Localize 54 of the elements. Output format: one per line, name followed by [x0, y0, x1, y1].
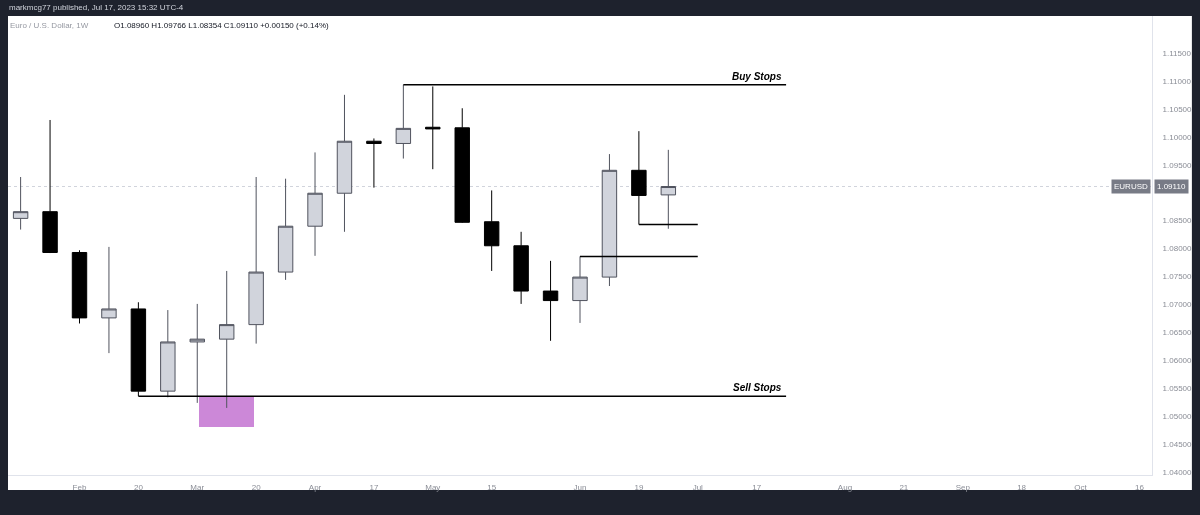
y-tick-label: 1.04500	[1162, 440, 1193, 450]
y-tick-label: 1.06500	[1162, 328, 1193, 338]
candlestick	[42, 119, 58, 254]
candlestick	[160, 309, 176, 398]
x-tick-label: Sep	[955, 482, 971, 492]
x-tick-label: 19	[634, 482, 644, 492]
candlestick	[395, 84, 412, 160]
x-tick-label: 18	[1017, 482, 1027, 492]
annotation: 1.09110	[1157, 182, 1186, 191]
candlestick	[101, 246, 117, 354]
x-tick-label: 17	[369, 482, 379, 492]
y-tick-label: 1.04000	[1162, 468, 1193, 477]
candlestick	[572, 255, 588, 324]
y-tick-label: 1.05500	[1162, 384, 1193, 394]
x-tick-label: May	[425, 482, 441, 492]
x-tick-label: 16	[1134, 482, 1145, 492]
y-tick-label: 1.05000	[1162, 412, 1193, 422]
x-tick-label: 20	[133, 482, 144, 492]
x-tick-label: Apr	[308, 482, 322, 492]
y-tick-label: 1.07500	[1162, 272, 1193, 282]
x-tick-label: 20	[251, 482, 262, 492]
text: O1.08960 H1.09766 L1.08354 C1.09110 +0.00150 (+0.14%)	[114, 21, 330, 30]
y-tick-label: 1.10500	[1162, 104, 1193, 114]
series-label: Sell Stops	[733, 382, 782, 393]
candlestick	[513, 231, 529, 305]
y-tick-label: 1.08500	[1162, 216, 1193, 226]
x-tick-label: Oct	[1074, 482, 1088, 492]
candlestick	[454, 107, 470, 224]
y-tick-label: 1.06000	[1162, 356, 1193, 366]
candlestick	[601, 153, 618, 287]
candlestick	[542, 260, 559, 342]
candlestick	[218, 270, 235, 409]
series-label: Buy Stops	[732, 71, 782, 82]
y-tick-label: 1.11000	[1162, 76, 1192, 86]
y-tick-label: 1.09500	[1162, 160, 1193, 170]
x-tick-label: 15	[487, 482, 497, 492]
x-tick-label: Jun	[573, 482, 587, 492]
text: Euro / U.S. Dollar, 1W	[10, 20, 89, 30]
x-tick-label: Feb	[72, 482, 87, 492]
candlestick	[483, 189, 500, 272]
candlestick	[366, 137, 382, 189]
y-tick-label: 1.07000	[1162, 300, 1193, 310]
candlestick	[189, 303, 205, 404]
x-tick-label: Jul	[692, 482, 704, 492]
x-tick-label: Aug	[837, 482, 853, 492]
candlestick	[71, 249, 88, 324]
ref-line-label: EURUSD	[1114, 182, 1148, 191]
y-tick-label: 1.08000	[1162, 244, 1193, 254]
y-tick-label: 1.11500	[1162, 48, 1192, 58]
y-tick-label: 1.10000	[1162, 132, 1193, 142]
x-tick-label: Mar	[190, 482, 205, 492]
text: markmcg77 published, Jul 17, 2023 15:32 UTC-4	[9, 3, 184, 12]
x-tick-label: 21	[899, 482, 909, 492]
x-tick-label: 17	[752, 482, 762, 492]
